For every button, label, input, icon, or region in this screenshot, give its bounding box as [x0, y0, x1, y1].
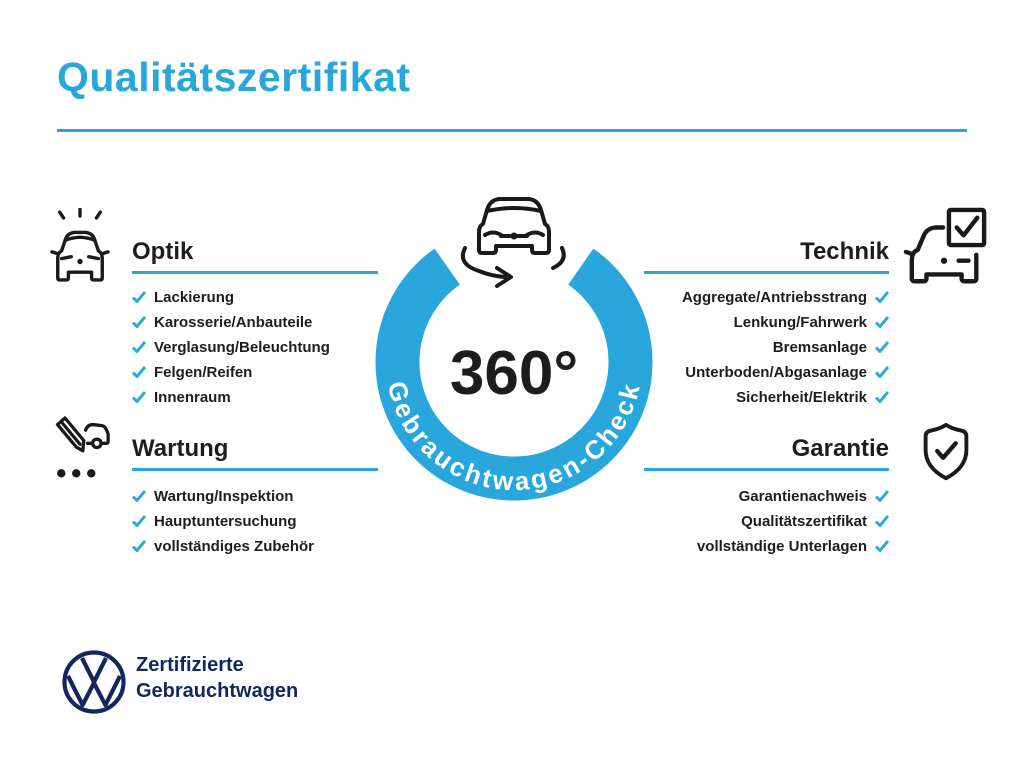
- check-icon: [875, 391, 889, 403]
- checklist-item: vollständige Unterlagen: [644, 537, 889, 555]
- check-icon: [132, 316, 146, 328]
- title-divider: [57, 129, 967, 132]
- checklist-item-label: Qualitätszertifikat: [741, 512, 867, 530]
- checklist-item: Wartung/Inspektion: [132, 487, 378, 505]
- check-icon: [132, 490, 146, 502]
- checklist-item-label: vollständiges Zubehör: [154, 537, 315, 555]
- checklist-item: Verglasung/Beleuchtung: [132, 338, 378, 356]
- checklist-item: Garantienachweis: [644, 487, 889, 505]
- check-icon: [875, 316, 889, 328]
- checklist-item-label: Wartung/Inspektion: [154, 487, 294, 505]
- checklist-item: Bremsanlage: [644, 338, 889, 356]
- section-optik: Optik Lackierung Karosserie/Anbauteile V…: [50, 206, 378, 414]
- car-checkbox-icon: [903, 207, 987, 284]
- checklist-item-label: Innenraum: [154, 388, 231, 406]
- check-icon: [132, 291, 146, 303]
- wartung-divider: [132, 468, 378, 471]
- checklist-item: Unterboden/Abgasanlage: [644, 363, 889, 381]
- optik-divider: [132, 271, 378, 274]
- garantie-checklist: Garantienachweis Qualitätszertifikat vol…: [644, 488, 889, 563]
- check-icon: [875, 540, 889, 552]
- check-icon: [875, 515, 889, 527]
- footer-line1: Zertifizierte: [136, 654, 244, 676]
- vw-logo: [62, 650, 126, 714]
- checklist-item: Sicherheit/Elektrik: [644, 388, 889, 406]
- section-wartung: Wartung Wartung/Inspektion Hauptuntersuc…: [50, 410, 378, 563]
- section-technik: Technik Aggregate/Antriebsstrang Lenkung…: [644, 206, 990, 414]
- checklist-item: Lackierung: [132, 288, 378, 306]
- checklist-item-label: Bremsanlage: [772, 338, 867, 356]
- checklist-item-label: Felgen/Reifen: [154, 363, 253, 381]
- optik-heading: Optik: [132, 238, 194, 265]
- technik-heading: Technik: [800, 238, 889, 265]
- checklist-item: Aggregate/Antriebsstrang: [644, 288, 889, 306]
- checklist-item-label: Karosserie/Anbauteile: [154, 313, 313, 331]
- technik-divider: [644, 271, 889, 274]
- footer-brand-text: Zertifizierte Gebrauchtwagen: [136, 652, 298, 704]
- checklist-item-label: Sicherheit/Elektrik: [736, 388, 867, 406]
- check-icon: [132, 341, 146, 353]
- checklist-item: Qualitätszertifikat: [644, 512, 889, 530]
- checklist-item: Karosserie/Anbauteile: [132, 313, 378, 331]
- check-icon: [132, 540, 146, 552]
- page-title: Qualitätszertifikat: [57, 54, 411, 100]
- ring-arc: [375, 248, 653, 501]
- check-icon: [132, 366, 146, 378]
- car-shine-icon: [50, 208, 110, 282]
- checklist-item: Lenkung/Fahrwerk: [644, 313, 889, 331]
- garantie-heading: Garantie: [791, 435, 889, 462]
- checklist-item-label: Lackierung: [154, 288, 235, 306]
- checklist-item-label: Garantienachweis: [738, 487, 867, 505]
- checklist-item-label: Verglasung/Beleuchtung: [154, 338, 330, 356]
- check-icon: [132, 515, 146, 527]
- checklist-item: Hauptuntersuchung: [132, 512, 378, 530]
- checklist-item: Felgen/Reifen: [132, 363, 378, 381]
- check-icon: [875, 341, 889, 353]
- checklist-item-label: Unterboden/Abgasanlage: [685, 363, 867, 381]
- checklist-item-label: Lenkung/Fahrwerk: [733, 313, 867, 331]
- technik-checklist: Aggregate/Antriebsstrang Lenkung/Fahrwer…: [644, 289, 889, 414]
- optik-checklist: Lackierung Karosserie/Anbauteile Verglas…: [132, 289, 378, 414]
- garantie-divider: [644, 468, 889, 471]
- service-checklist-icon: [55, 416, 110, 478]
- checklist-item-label: vollständige Unterlagen: [696, 537, 867, 555]
- checklist-item-label: Hauptuntersuchung: [154, 512, 297, 530]
- wartung-checklist: Wartung/Inspektion Hauptuntersuchung vol…: [132, 488, 378, 563]
- check-icon: [132, 391, 146, 403]
- checklist-item-label: Aggregate/Antriebsstrang: [681, 288, 867, 306]
- shield-check-icon: [923, 422, 969, 481]
- check-icon: [875, 291, 889, 303]
- car-360-icon: [460, 197, 566, 288]
- degree-label: 360°: [450, 339, 578, 408]
- checklist-item: Innenraum: [132, 388, 378, 406]
- 360-ring-graphic: Gebrauchtwagen-Check 360°: [375, 248, 653, 501]
- checklist-item: vollständiges Zubehör: [132, 537, 378, 555]
- footer-line2: Gebrauchtwagen: [136, 680, 299, 702]
- check-icon: [875, 366, 889, 378]
- wartung-heading: Wartung: [132, 435, 229, 462]
- check-icon: [875, 490, 889, 502]
- section-garantie: Garantie Garantienachweis Qualitätszerti…: [644, 410, 990, 563]
